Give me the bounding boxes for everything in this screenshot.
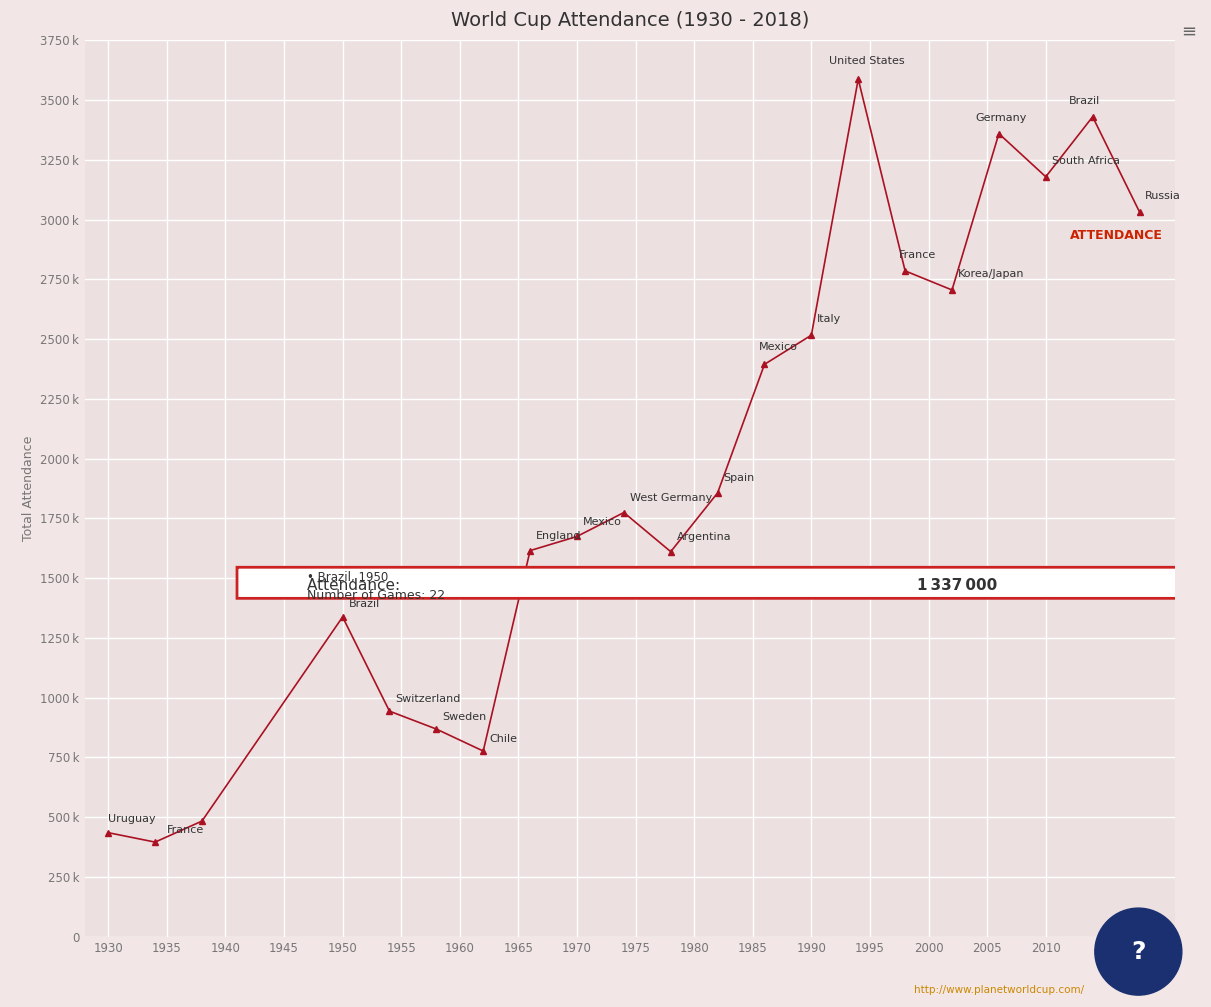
Text: Chile: Chile <box>489 734 517 744</box>
Text: ATTENDANCE: ATTENDANCE <box>1071 229 1163 242</box>
Text: England: England <box>536 531 581 541</box>
Text: West Germany: West Germany <box>630 493 712 502</box>
Text: Russia: Russia <box>1146 191 1181 201</box>
Text: 1 337 000: 1 337 000 <box>917 578 997 593</box>
Text: Attendance:: Attendance: <box>308 578 406 593</box>
Text: Spain: Spain <box>723 473 754 483</box>
Text: Switzerland: Switzerland <box>395 694 460 704</box>
Text: Korea/Japan: Korea/Japan <box>958 269 1025 279</box>
Text: Brazil: Brazil <box>349 598 380 608</box>
Text: Argentina: Argentina <box>677 532 731 542</box>
Y-axis label: Total Attendance: Total Attendance <box>22 436 35 541</box>
Text: Sweden: Sweden <box>442 712 487 722</box>
Text: South Africa: South Africa <box>1051 156 1120 166</box>
Text: Mexico: Mexico <box>758 342 798 352</box>
Text: France: France <box>167 825 205 835</box>
Text: http://www.planetworldcup.com/: http://www.planetworldcup.com/ <box>914 985 1084 995</box>
Text: United States: United States <box>830 56 905 66</box>
FancyBboxPatch shape <box>237 567 1211 598</box>
Text: Number of Games: 22: Number of Games: 22 <box>308 589 446 602</box>
Text: Germany: Germany <box>975 113 1027 123</box>
Text: • Brazil, 1950: • Brazil, 1950 <box>308 571 389 584</box>
Text: Mexico: Mexico <box>582 517 621 527</box>
Title: World Cup Attendance (1930 - 2018): World Cup Attendance (1930 - 2018) <box>450 11 809 30</box>
Text: Italy: Italy <box>817 314 842 324</box>
Circle shape <box>1095 908 1182 995</box>
Text: France: France <box>900 250 936 260</box>
Text: ≡: ≡ <box>1182 22 1196 40</box>
Text: ?: ? <box>1131 940 1146 964</box>
Text: Brazil: Brazil <box>1069 96 1101 106</box>
Text: Uruguay: Uruguay <box>108 815 156 825</box>
